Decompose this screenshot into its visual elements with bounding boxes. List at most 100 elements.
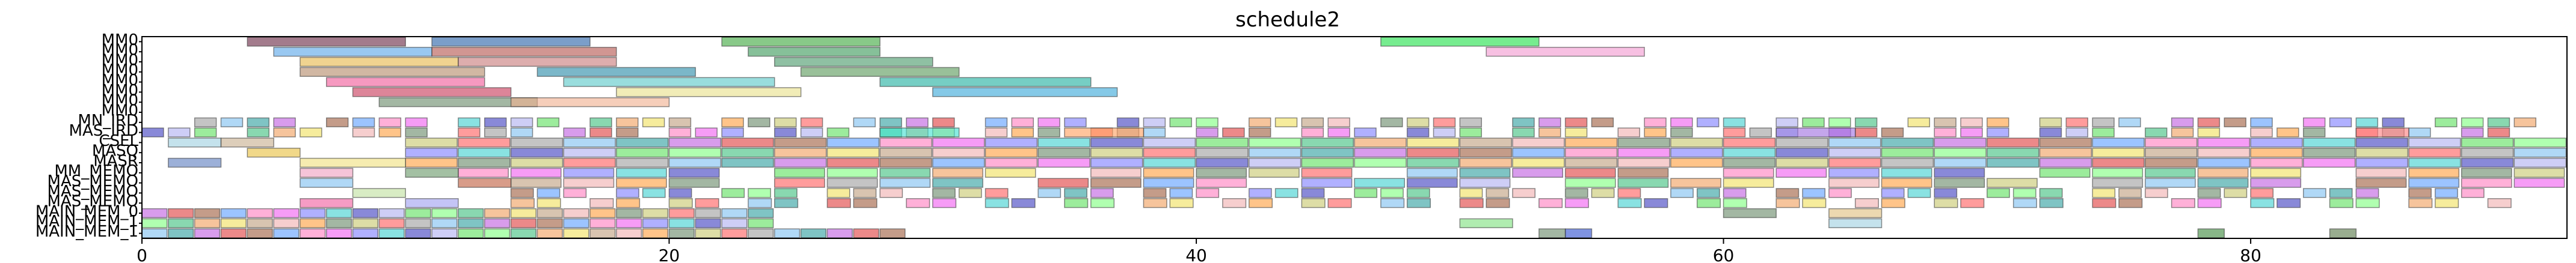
- task-bar: [2461, 117, 2484, 127]
- task-bar: [1037, 138, 1090, 148]
- task-bar: [247, 127, 269, 138]
- x-tick-label: 40: [1185, 246, 1207, 263]
- task-bar: [774, 178, 825, 188]
- task-bar: [1459, 138, 1512, 148]
- task-bar: [1670, 157, 1723, 168]
- task-bar: [589, 117, 612, 127]
- task-bar: [300, 208, 326, 219]
- task-bar: [1406, 127, 1430, 138]
- task-bar: [2435, 198, 2459, 208]
- chart-title: schedule2: [1235, 8, 1340, 32]
- task-bar: [748, 218, 774, 228]
- task-bar: [1881, 198, 1905, 208]
- task-bar: [1486, 188, 1510, 198]
- task-bar: [826, 198, 851, 208]
- row-label: MAS_IRD: [69, 122, 138, 140]
- task-bar: [1406, 198, 1431, 208]
- task-bar: [1037, 188, 1062, 198]
- task-bar: [1327, 127, 1350, 138]
- task-bar: [1354, 188, 1378, 198]
- task-bar: [458, 127, 481, 138]
- task-bar: [1459, 178, 1511, 188]
- task-bar: [879, 77, 1092, 87]
- task-bar: [2039, 148, 2092, 158]
- task-bar: [1274, 188, 1299, 198]
- task-bar: [616, 188, 639, 198]
- task-bar: [774, 56, 933, 67]
- task-bar: [932, 87, 1118, 97]
- task-bar: [1617, 168, 1669, 178]
- task-bar: [1723, 138, 1776, 148]
- task-bar: [932, 198, 957, 208]
- task-bar: [2039, 198, 2064, 208]
- task-bar: [247, 117, 269, 127]
- task-bar: [616, 198, 641, 208]
- task-bar: [1143, 157, 1196, 168]
- task-bar: [2039, 138, 2092, 148]
- task-bar: [510, 208, 536, 219]
- task-bar: [352, 87, 512, 97]
- task-bar: [1143, 127, 1166, 138]
- task-bar: [352, 127, 375, 138]
- task-bar: [1406, 168, 1458, 178]
- task-bar: [247, 228, 273, 238]
- task-bar: [1459, 148, 1512, 158]
- task-bar: [1960, 198, 1985, 208]
- task-bar: [1723, 127, 1746, 138]
- task-bar: [1380, 198, 1405, 208]
- task-bar: [2408, 127, 2431, 138]
- task-bar: [1881, 178, 1932, 188]
- task-bar: [879, 168, 931, 178]
- task-bar: [484, 218, 511, 228]
- task-bar: [774, 148, 827, 158]
- task-bar: [2461, 168, 2512, 178]
- task-bar: [2118, 117, 2141, 127]
- task-bar: [2250, 127, 2273, 138]
- task-bar: [2408, 138, 2461, 148]
- task-bar: [2092, 188, 2116, 198]
- task-bar: [458, 228, 484, 238]
- task-bar: [1222, 198, 1247, 208]
- task-bar: [405, 198, 459, 208]
- task-bar: [563, 127, 586, 138]
- task-bar: [1723, 208, 1777, 219]
- task-bar: [616, 178, 667, 188]
- row-label: MN_IRD: [78, 112, 138, 130]
- task-bar: [563, 228, 589, 238]
- task-bar: [1723, 168, 1774, 178]
- task-bar: [1143, 138, 1196, 148]
- task-bar: [2487, 127, 2510, 138]
- bars-layer: [141, 37, 2566, 238]
- task-bar: [1934, 138, 1987, 148]
- task-bar: [1433, 117, 1456, 127]
- task-bar: [1828, 208, 1883, 219]
- task-bar: [378, 218, 405, 228]
- task-bar: [2197, 138, 2251, 148]
- task-bar: [273, 218, 300, 228]
- task-bar: [2092, 127, 2115, 138]
- task-bar: [2355, 178, 2407, 188]
- task-bar: [1486, 47, 1645, 57]
- task-bar: [774, 188, 798, 198]
- task-bar: [668, 138, 722, 148]
- task-bar: [1934, 148, 1987, 158]
- task-bar: [1670, 127, 1693, 138]
- task-bar: [1301, 198, 1326, 208]
- task-bar: [536, 218, 563, 228]
- task-bar: [1644, 117, 1667, 127]
- task-bar: [1301, 188, 1325, 198]
- task-bar: [168, 228, 194, 238]
- task-bar: [168, 157, 222, 168]
- task-bar: [853, 188, 877, 198]
- task-bar: [1274, 117, 1298, 127]
- task-bar: [1881, 188, 1905, 198]
- task-bar: [932, 117, 955, 127]
- task-bar: [194, 208, 221, 219]
- task-bar: [932, 157, 985, 168]
- task-bar: [1459, 218, 1513, 228]
- task-bar: [1037, 157, 1090, 168]
- task-bar: [1723, 117, 1746, 127]
- task-bar: [616, 87, 802, 97]
- task-bar: [721, 218, 748, 228]
